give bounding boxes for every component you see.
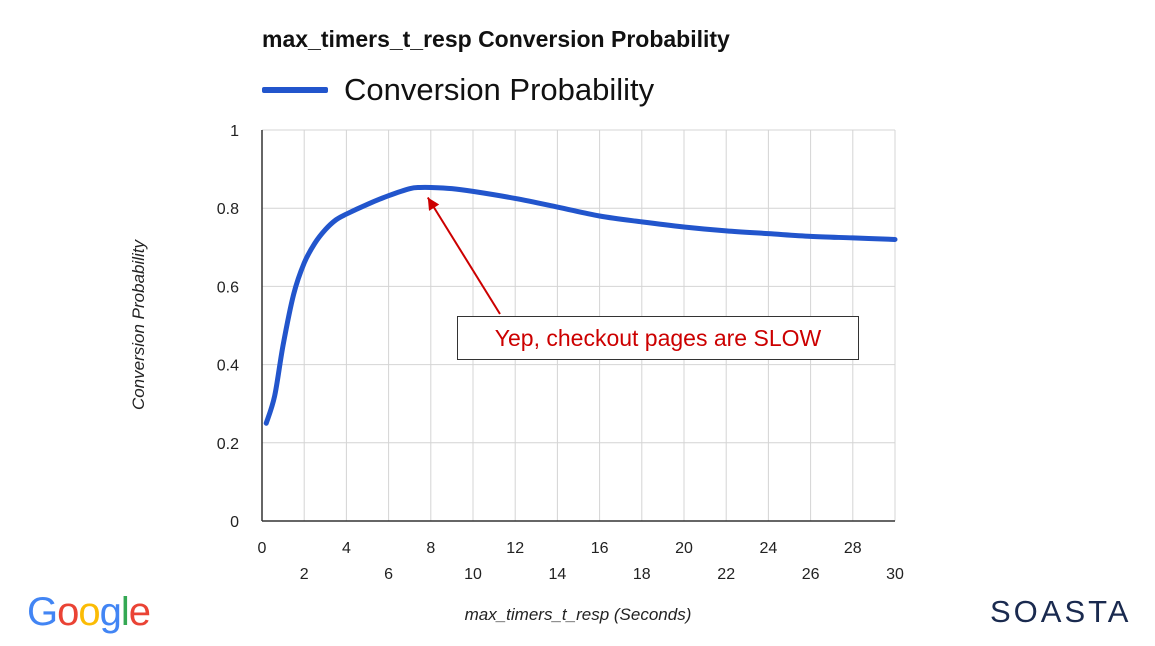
axes [261, 130, 895, 522]
x-tick-label: 4 [342, 540, 351, 557]
x-tick-label: 22 [717, 566, 735, 583]
y-tick-label: 0.2 [217, 436, 239, 453]
x-tick-label: 2 [300, 566, 309, 583]
x-tick-label: 26 [802, 566, 820, 583]
x-tick-label: 14 [549, 566, 567, 583]
arrow-head [427, 197, 440, 211]
google-logo-letter: G [27, 590, 58, 634]
x-axis-label: max_timers_t_resp (Seconds) [465, 605, 692, 624]
x-tick-label: 8 [426, 540, 435, 557]
legend: Conversion Probability [262, 72, 654, 108]
y-tick-label: 1 [230, 123, 239, 140]
annotation-arrow [426, 196, 501, 315]
series [263, 184, 898, 426]
google-logo-letter: e [128, 590, 151, 634]
series-line [263, 184, 898, 426]
google-logo-letter: l [120, 590, 130, 634]
legend-label: Conversion Probability [344, 72, 655, 107]
chart-title: max_timers_t_resp Conversion Probability [262, 26, 730, 52]
x-tick-label: 30 [886, 566, 904, 583]
x-tick-label: 24 [760, 540, 778, 557]
google-logo-letter: g [99, 590, 122, 634]
y-tick-label: 0.8 [217, 201, 239, 218]
y-tick-label: 0.4 [217, 358, 239, 375]
annotation-box: Yep, checkout pages are SLOW [457, 316, 859, 360]
x-tick-label: 20 [675, 540, 693, 557]
y-ticks: 0 0.2 0.4 0.6 0.8 1 [217, 123, 239, 531]
x-tick-label: 0 [258, 540, 267, 557]
google-logo-letter: o [78, 590, 100, 634]
x-tick-label: 6 [384, 566, 393, 583]
legend-swatch [262, 87, 328, 93]
x-tick-label: 10 [464, 566, 482, 583]
y-tick-label: 0 [230, 514, 239, 531]
x-tick-label: 28 [844, 540, 862, 557]
x-tick-label: 12 [506, 540, 524, 557]
x-ticks: 0 4 8 12 16 20 24 282 6 10 14 18 22 26 30 [258, 540, 904, 583]
x-tick-label: 18 [633, 566, 651, 583]
google-logo-letter: o [57, 590, 79, 634]
y-tick-label: 0.6 [217, 279, 239, 296]
google-logo: Google [27, 590, 151, 635]
annotation-text: Yep, checkout pages are SLOW [494, 324, 822, 351]
y-axis-label: Conversion Probability [129, 238, 148, 410]
soasta-logo: SOASTA [990, 594, 1132, 629]
arrow-shaft [426, 196, 501, 315]
x-tick-label: 16 [591, 540, 609, 557]
